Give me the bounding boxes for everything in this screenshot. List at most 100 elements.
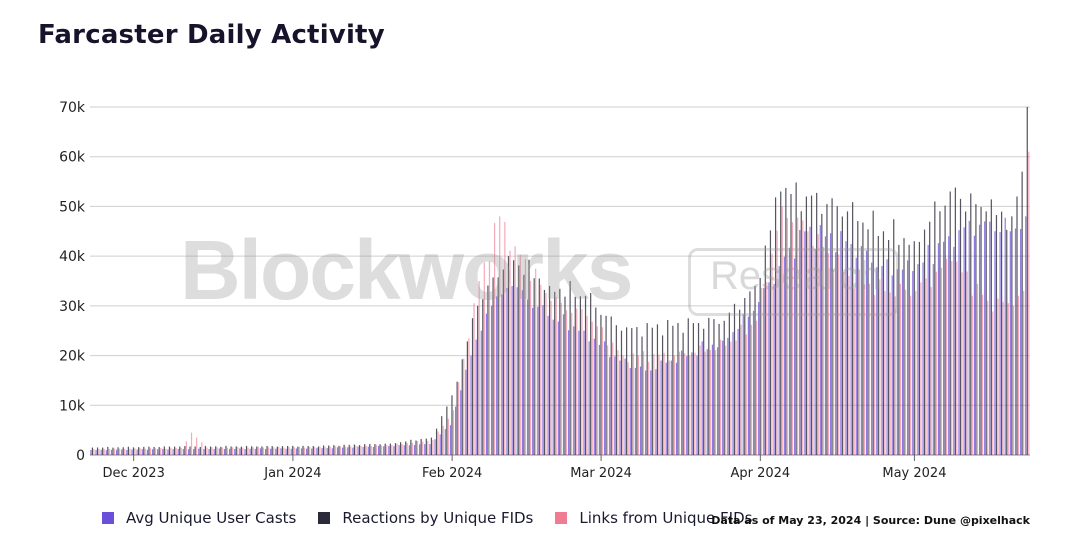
bar-casts[interactable] [958,230,960,455]
bar-links[interactable] [406,443,408,455]
bar-links[interactable] [257,446,259,455]
bar-casts[interactable] [711,344,714,455]
bar-links[interactable] [678,351,681,455]
bar-reactions[interactable] [184,446,186,455]
bar-links[interactable] [899,283,901,455]
bar-casts[interactable] [788,247,791,455]
bar-links[interactable] [386,445,388,455]
bar-reactions[interactable] [543,289,546,455]
bar-casts[interactable] [434,439,436,455]
bar-casts[interactable] [994,231,996,455]
bar-reactions[interactable] [384,443,386,455]
bar-casts[interactable] [562,314,565,455]
bar-reactions[interactable] [554,291,556,455]
bar-casts[interactable] [984,221,986,455]
bar-reactions[interactable] [780,191,782,455]
bar-reactions[interactable] [333,445,335,455]
bar-casts[interactable] [593,338,595,455]
bar-links[interactable] [427,440,429,455]
bar-casts[interactable] [804,231,806,455]
bar-links[interactable] [226,447,229,455]
bar-links[interactable] [170,447,172,455]
bar-reactions[interactable] [477,305,479,455]
bar-casts[interactable] [537,306,539,455]
bar-reactions[interactable] [245,445,248,455]
bar-links[interactable] [704,351,706,455]
bar-links[interactable] [288,447,290,455]
bar-links[interactable] [858,269,860,455]
bar-reactions[interactable] [174,446,176,455]
bar-links[interactable] [843,272,845,455]
bar-links[interactable] [853,288,855,455]
bar-casts[interactable] [675,362,678,455]
bar-reactions[interactable] [132,447,135,455]
bar-links[interactable] [879,279,881,455]
bar-reactions[interactable] [194,446,196,455]
bar-casts[interactable] [619,360,621,455]
bar-reactions[interactable] [410,439,412,455]
bar-reactions[interactable] [595,307,597,455]
bar-reactions[interactable] [471,318,474,455]
bar-casts[interactable] [650,370,652,455]
bar-links[interactable] [391,445,393,455]
bar-links[interactable] [468,338,470,455]
bar-links[interactable] [951,261,953,455]
bar-links[interactable] [201,442,203,455]
bar-reactions[interactable] [620,330,623,455]
bar-links[interactable] [478,281,480,455]
bar-casts[interactable] [532,307,534,455]
bar-links[interactable] [915,290,917,455]
bar-links[interactable] [524,258,527,455]
bar-casts[interactable] [208,449,210,455]
bar-casts[interactable] [388,446,390,455]
bar-links[interactable] [211,447,213,455]
bar-reactions[interactable] [764,245,766,455]
bar-reactions[interactable] [1026,107,1028,455]
bar-casts[interactable] [193,449,195,455]
bar-reactions[interactable] [179,446,181,455]
bar-reactions[interactable] [826,204,828,455]
bar-reactions[interactable] [682,332,684,455]
bar-casts[interactable] [228,448,231,455]
bar-links[interactable] [617,350,619,455]
bar-casts[interactable] [141,449,143,455]
bar-reactions[interactable] [441,416,443,455]
bar-links[interactable] [350,446,352,455]
bar-casts[interactable] [131,449,133,455]
bar-links[interactable] [976,283,979,455]
bar-links[interactable] [298,446,300,455]
bar-links[interactable] [113,448,116,455]
bar-links[interactable] [180,448,182,455]
bar-links[interactable] [242,447,244,455]
bar-casts[interactable] [300,448,303,455]
bar-casts[interactable] [444,429,446,455]
bar-links[interactable] [232,447,234,455]
bar-links[interactable] [874,295,876,455]
bar-reactions[interactable] [364,444,366,455]
bar-reactions[interactable] [574,296,576,455]
bar-links[interactable] [637,355,640,455]
bar-links[interactable] [709,349,711,455]
legend-item-casts[interactable]: Avg Unique User Casts [102,509,296,527]
bar-reactions[interactable] [163,446,165,455]
bar-casts[interactable] [552,319,554,455]
bar-reactions[interactable] [446,406,448,455]
bar-casts[interactable] [367,446,369,455]
bar-casts[interactable] [799,229,801,455]
bar-reactions[interactable] [127,446,129,455]
bar-links[interactable] [884,290,886,455]
bar-casts[interactable] [1014,228,1017,456]
bar-casts[interactable] [485,313,488,455]
bar-reactions[interactable] [600,314,602,455]
bar-casts[interactable] [732,332,734,455]
bar-links[interactable] [483,262,485,455]
bar-reactions[interactable] [379,444,381,455]
bar-links[interactable] [648,361,650,455]
bar-casts[interactable] [172,449,174,455]
bar-casts[interactable] [177,449,179,455]
bar-casts[interactable] [259,448,262,455]
bar-links[interactable] [740,324,742,455]
bar-reactions[interactable] [189,446,191,455]
bar-casts[interactable] [362,446,364,455]
bar-casts[interactable] [624,358,626,455]
